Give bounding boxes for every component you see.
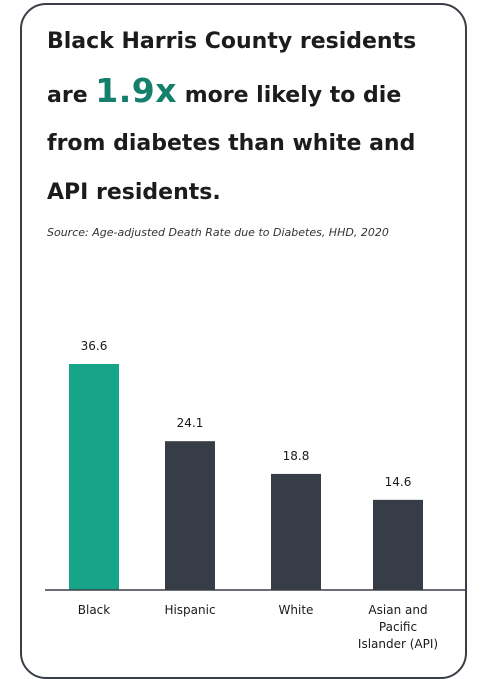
headline-pre: are: [47, 82, 96, 108]
bar-black: [69, 364, 119, 590]
headline-line4: API residents.: [47, 179, 221, 205]
x-tick-label-asian-1: Asian and: [368, 603, 427, 617]
headline-line1: Black Harris County residents: [47, 29, 417, 54]
x-tick-label-asian-3: Islander (API): [358, 637, 438, 651]
data-label-hispanic: 24.1: [177, 416, 204, 430]
data-label-white: 18.8: [283, 449, 310, 463]
labels-group: 36.6 Black 24.1 Hispanic 18.8 White 14.6 Asian …: [78, 339, 438, 651]
x-tick-label-asian-2: Pacific: [379, 620, 417, 634]
headline-accent-ratio: 1.9x: [95, 70, 178, 110]
x-tick-label-hispanic: Hispanic: [164, 603, 215, 617]
x-tick-label-white: White: [279, 603, 314, 617]
headline-post: more likely to die: [177, 82, 402, 108]
bar-asian: [373, 499, 423, 590]
x-tick-label-black: Black: [78, 603, 111, 617]
data-label-black: 36.6: [81, 339, 108, 353]
bars-group: [69, 364, 423, 590]
source-note: Source: Age-adjusted Death Rate due to D…: [47, 226, 389, 239]
headline-line3: from diabetes than white and: [47, 131, 416, 156]
headline: Black Harris County residents are 1.9x m…: [47, 18, 457, 217]
bar-white: [271, 473, 321, 590]
data-label-asian: 14.6: [385, 475, 412, 489]
bar-hispanic: [165, 441, 215, 590]
